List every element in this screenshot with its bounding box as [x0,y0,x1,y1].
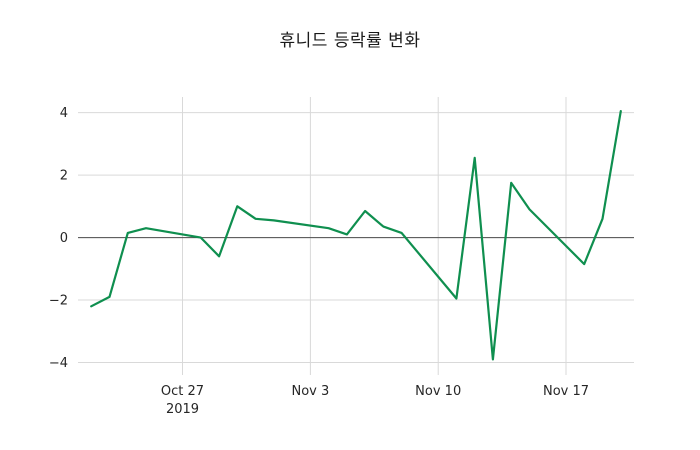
x-tick-label: Oct 27 [161,384,204,399]
y-tick-label: −2 [49,294,68,309]
y-tick-label: −4 [49,356,68,371]
chart-title: 휴니드 등락률 변화 [279,31,421,51]
x-tick-label: Nov 3 [292,384,330,399]
y-tick-label: 2 [60,169,68,184]
x-tick-label: Nov 10 [415,384,461,399]
y-tick-label: 0 [60,231,68,246]
y-tick-label: 4 [60,106,68,121]
x-tick-label: Nov 17 [543,384,589,399]
x-tick-year-label: 2019 [166,402,199,417]
series-line [90,109,622,361]
